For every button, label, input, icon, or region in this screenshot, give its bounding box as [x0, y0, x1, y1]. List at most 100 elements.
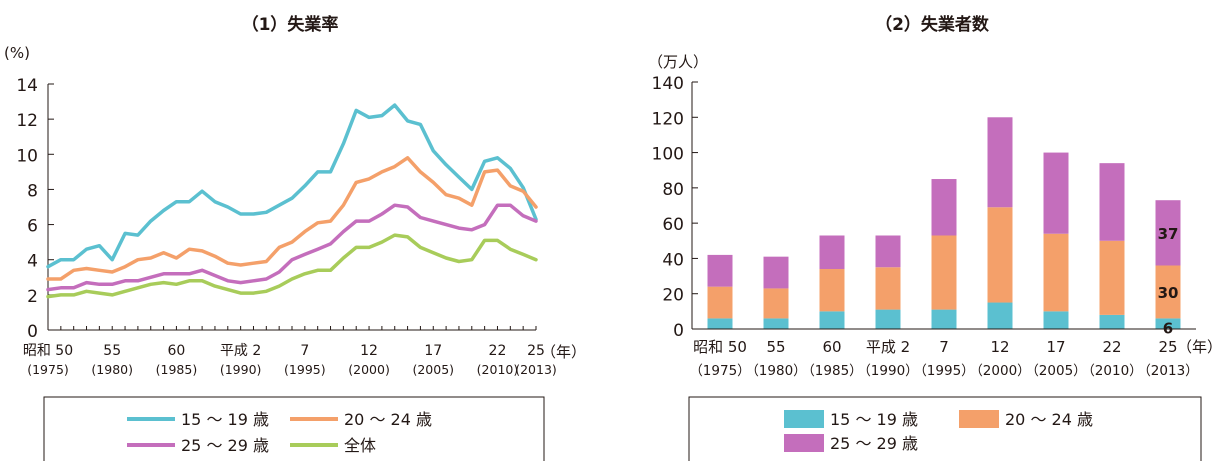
chart2-x-tick-label: 60 [822, 338, 841, 356]
chart2-x-tick-label: 12 [990, 338, 1009, 356]
chart2-y-axis: 0 20 40 60 80 100 120 140 [652, 74, 698, 341]
chart2-year-unit: （年） [1177, 338, 1222, 356]
chart2-bar-segment [819, 311, 845, 329]
chart2-x-tick-year: （2013） [1137, 363, 1198, 379]
unemployment-rate-chart: （1）失業率 (%) 0 2 4 6 8 10 12 14 昭和 50 (1975) 55 (198… [4, 14, 586, 461]
chart1-x-tick-label: 60 [168, 343, 186, 359]
chart1-x-axis: 昭和 50 (1975) 55 (1980) 60 (1985) 平成 2 (1990) 7 (1… [23, 326, 557, 377]
chart1-x-tick-year: (1975) [27, 362, 69, 377]
chart2-legend-label: 20 ～ 24 歳 [1005, 410, 1093, 429]
chart2-bar-segment [1043, 233, 1069, 312]
chart2-x-tick-year: （2010） [1081, 363, 1142, 379]
chart1-x-tick-year: (1990) [220, 362, 262, 377]
chart2-bar-segment [931, 235, 957, 310]
chart1-x-tick-year: (2010) [477, 362, 519, 377]
chart2-bar-segment [1043, 152, 1069, 234]
chart1-series-line [46, 103, 538, 269]
chart2-bar-segment [763, 318, 789, 329]
chart2-bars [707, 117, 1181, 329]
chart1-y-tick-label: 2 [27, 287, 38, 307]
chart1-series-line [46, 233, 538, 299]
chart2-x-tick-year: （1980） [745, 363, 806, 379]
chart2-title: （2）失業者数 [875, 14, 990, 35]
chart2-legend-swatch [784, 410, 824, 428]
chart2-legend-label: 15 ～ 19 歳 [830, 410, 918, 429]
chart2-unit: （万人） [648, 53, 708, 71]
chart1-x-tick-label: 平成 2 [220, 343, 261, 359]
chart1-y-axis: 0 2 4 6 8 10 12 14 [16, 76, 54, 342]
chart2-x-tick-year: （1975） [689, 363, 750, 379]
chart1-x-tick-label: 17 [424, 343, 442, 359]
chart2-bar-segment [707, 254, 733, 287]
chart2-bar-segment [987, 207, 1013, 303]
chart1-y-tick-label: 6 [27, 217, 38, 237]
chart1-legend-label: 25 ～ 29 歳 [181, 436, 269, 455]
chart2-x-tick-year: （2000） [969, 363, 1030, 379]
chart2-bar-segment [1099, 314, 1125, 329]
chart2-bar-segment [875, 235, 901, 268]
chart1-legend: 15 ～ 19 歳 20 ～ 24 歳 25 ～ 29 歳 全体 [127, 410, 432, 455]
chart2-y-tick-label: 140 [652, 74, 684, 94]
chart1-x-tick-year: (2005) [412, 362, 454, 377]
chart2-bar-segment [707, 318, 733, 329]
chart2-legend-label: 25 ～ 29 歳 [830, 434, 918, 453]
chart2-bar-segment [707, 286, 733, 319]
chart2-y-tick-label: 100 [652, 145, 684, 165]
chart2-x-tick-label: 22 [1102, 338, 1121, 356]
chart1-series-line [46, 156, 538, 281]
chart2-bar-segment [1099, 163, 1125, 241]
chart1-y-tick-label: 4 [27, 252, 38, 272]
chart2-data-label: 37 [1158, 225, 1179, 243]
chart1-y-tick-label: 14 [16, 76, 38, 96]
chart2-data-label: 30 [1158, 284, 1179, 302]
chart1-unit: (%) [4, 44, 30, 62]
chart2-bar-segment [763, 288, 789, 319]
chart1-x-tick-year: (1985) [156, 362, 198, 377]
chart2-data-label: 6 [1163, 319, 1173, 337]
chart1-x-tick-label: 7 [300, 343, 309, 359]
chart2-y-tick-label: 80 [662, 180, 684, 200]
chart1-series-line [46, 203, 538, 292]
chart2-y-tick-label: 0 [673, 321, 684, 341]
chart1-y-tick-label: 0 [27, 322, 38, 342]
chart2-y-tick-label: 20 [662, 286, 684, 306]
chart2-bar-segment [763, 256, 789, 289]
chart2-bar-segment [875, 267, 901, 310]
chart2-x-tick-year: （1995） [913, 363, 974, 379]
chart2-bar-segment [819, 235, 845, 270]
chart2-x-axis: 昭和 50 （1975） 55 （1980） 60 （1985）平成 2 （1990） 7 （1… [689, 328, 1199, 379]
chart1-x-tick-year: (1995) [284, 362, 326, 377]
chart2-bar-segment [1099, 240, 1125, 315]
chart1-series-lines [46, 103, 538, 299]
chart1-y-tick-label: 8 [27, 181, 38, 201]
chart1-year-unit: （年） [541, 343, 586, 361]
chart2-bar-segment [987, 302, 1013, 329]
chart1-x-tick-label: 昭和 50 [23, 343, 73, 359]
chart2-x-tick-label: 25 [1158, 338, 1177, 356]
chart1-title: （1）失業率 [242, 14, 339, 35]
chart1-legend-label: 20 ～ 24 歳 [344, 410, 432, 429]
chart2-x-tick-year: （2005） [1025, 363, 1086, 379]
chart1-x-tick-label: 22 [489, 343, 507, 359]
chart2-bar-segment [1155, 200, 1181, 266]
chart2-y-tick-label: 120 [652, 109, 684, 129]
chart2-y-tick-label: 60 [662, 215, 684, 235]
chart2-bar-segment [931, 179, 957, 236]
chart2-legend-swatch [959, 410, 999, 428]
chart1-legend-box [43, 396, 545, 461]
chart2-bar-segment [987, 117, 1013, 208]
chart1-y-tick-label: 12 [16, 111, 38, 131]
chart2-bar-segment [875, 309, 901, 329]
chart2-bar-segment [1155, 265, 1181, 319]
chart2-x-tick-year: （1985） [801, 363, 862, 379]
chart1-legend-label: 15 ～ 19 歳 [181, 410, 269, 429]
chart2-x-tick-year: （1990） [857, 363, 918, 379]
chart2-legend-box [688, 396, 1202, 461]
chart2-bar-segment [931, 309, 957, 329]
chart2-x-tick-label: 17 [1046, 338, 1065, 356]
chart2-bar-segment [819, 269, 845, 312]
chart1-x-tick-year: (1980) [91, 362, 133, 377]
chart1-x-tick-label: 55 [103, 343, 121, 359]
chart1-x-tick-year: (2000) [348, 362, 390, 377]
